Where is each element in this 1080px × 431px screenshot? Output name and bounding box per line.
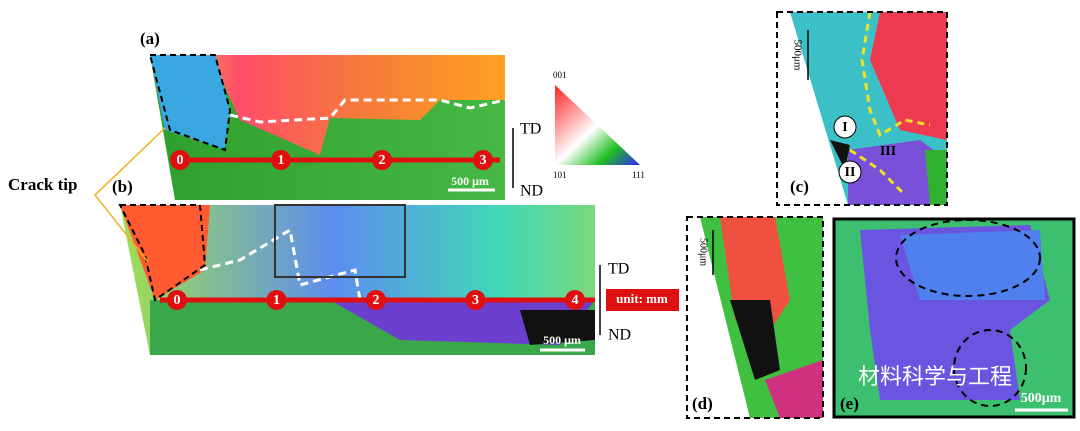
panel-b: 0 1 2 3 4 (b) 500 μm TD ND unit: mm (112, 177, 679, 355)
panel-c: 500μm I II III (c) (776, 11, 948, 206)
direction-label: TD (608, 261, 629, 278)
ipf-legend: 001 101 111 (553, 70, 645, 180)
legend-label: 111 (632, 170, 645, 180)
tick-marker (465, 290, 486, 310)
panel-d: 500μm (d) (686, 216, 824, 419)
scale-bar: 500 μm (451, 174, 489, 188)
panel-label: (c) (790, 177, 809, 196)
direction-label: ND (608, 327, 631, 344)
panel-label: (e) (840, 394, 859, 413)
panel-a: 0 1 2 3 (a) 500 μm TD ND (140, 29, 543, 200)
unit-label: unit: mm (616, 291, 668, 306)
direction-label: TD (520, 121, 541, 138)
tick-label: 1 (278, 153, 285, 168)
tick-label: 2 (379, 153, 386, 168)
tick-marker (170, 150, 190, 170)
tick-marker (565, 290, 585, 310)
panel-label: (d) (692, 394, 713, 413)
scale-bar: 500 μm (543, 333, 581, 347)
tick-label: 3 (472, 293, 479, 308)
tick-label: 4 (572, 293, 579, 308)
tick-marker (167, 290, 187, 310)
region-label: III (880, 144, 896, 159)
crack-tip-annotation: Crack tip (8, 127, 166, 263)
scale-bar: 500μm (1021, 391, 1062, 406)
direction-label: ND (520, 183, 543, 200)
tick-marker (271, 150, 291, 170)
panel-e: 500μm (e) (832, 217, 1076, 419)
region-label: I (842, 120, 847, 135)
scale-bar: 500μm (698, 238, 709, 266)
tick-label: 1 (273, 293, 280, 308)
tick-label: 0 (174, 293, 181, 308)
panel-label: (b) (112, 177, 133, 196)
tick-marker (266, 290, 287, 310)
annotation: Crack tip (8, 175, 77, 194)
watermark: 材料科学与工程 (858, 365, 1012, 390)
tick-marker (473, 150, 493, 170)
tick-label: 2 (373, 293, 380, 308)
tick-marker (366, 290, 386, 310)
legend-label: 001 (553, 70, 567, 80)
tick-label: 0 (177, 153, 184, 168)
scale-bar: 500μm (791, 40, 803, 71)
tick-label: 3 (480, 153, 487, 168)
panel-label: (a) (140, 29, 160, 48)
tick-marker (372, 150, 392, 170)
legend-label: 101 (553, 170, 567, 180)
region-label: II (845, 165, 856, 180)
